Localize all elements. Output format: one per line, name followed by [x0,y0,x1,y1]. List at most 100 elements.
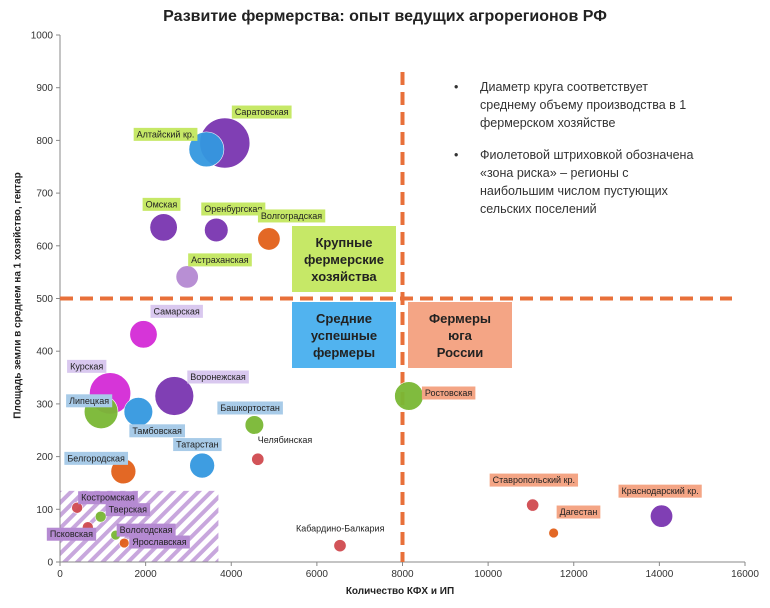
bubble-point [189,452,215,479]
zone-south-farmers: Фермеры юга России [408,302,512,368]
point-label-text: Ставропольский кр. [493,475,575,485]
point-label: Курская [67,359,107,373]
point-label: Оренбургская [201,202,266,216]
x-tick-label: 6000 [306,569,329,580]
point-label: Ставропольский кр. [489,473,579,487]
point-label-text: Омская [146,199,178,209]
point-label-bg [67,359,107,373]
point-label-text: Костромская [81,493,135,503]
bubble-point [149,213,178,242]
note-circle-size: Диаметр круга соответствует среднему объ… [452,78,702,132]
point-label-text: Татарстан [176,440,218,450]
point-label-text: Саратовская [235,107,289,117]
point-label-bg [46,527,97,541]
point-label-text: Воронежская [190,372,246,382]
point-label-bg [556,505,601,519]
y-tick-label: 800 [36,136,53,147]
zone-middle-farmers: Средние успешные фермеры [292,302,396,368]
point-label-bg [116,523,176,537]
bubble-point [154,376,194,416]
point-label-text: Краснодарский кр. [622,486,699,496]
bubble-point [94,510,107,523]
bubble-point [548,527,559,539]
y-tick-label: 0 [47,558,53,569]
point-label-bg [133,127,198,141]
y-tick-label: 700 [36,189,53,200]
point-label-text: Белгородская [67,453,125,463]
point-label-text: Тверская [109,505,147,515]
point-label-bg [64,451,129,465]
point-label-text: Алтайский кр. [137,129,195,139]
point-label: Белгородская [64,451,129,465]
bubble-point [333,539,347,553]
bubble-point [129,320,158,349]
point-label-bg [231,105,292,119]
bubble-point [526,498,540,512]
point-label: Омская [142,197,181,211]
point-label: Тверская [105,503,151,517]
point-label-text: Курская [70,361,103,371]
point-label-bg [201,202,266,216]
x-tick-label: 8000 [391,569,414,580]
point-label-text: Липецкая [69,396,109,406]
x-tick-label: 2000 [135,569,158,580]
point-label-text: Башкортостан [220,403,280,413]
point-label-text: Тамбовская [132,426,182,436]
point-label: Алтайский кр. [133,127,198,141]
point-label-text: Вологодская [120,525,173,535]
y-tick-label: 900 [36,83,53,94]
point-label: Костромская [78,491,138,505]
bubble-point [123,397,153,427]
point-label-bg [150,304,203,318]
point-label-text: Оренбургская [204,204,262,214]
point-label: Тамбовская [129,424,186,438]
chart-title: Развитие фермерства: опыт ведущих агроре… [163,8,607,25]
point-label-bg [489,473,579,487]
point-label: Воронежская [187,370,249,384]
point-label: Татарстан [173,438,222,452]
bubble-point [204,217,229,243]
point-label-text: Волгоградская [261,211,322,221]
zone-large-farms: Крупные фермерские хозяйства [292,226,396,292]
y-tick-label: 400 [36,347,53,358]
point-label-bg [188,253,252,267]
point-label-bg [217,401,283,415]
bubble-point [394,381,424,411]
point-label-bg [618,484,702,498]
point-label-text: Челябинская [258,435,313,445]
bubble-point [71,501,83,514]
point-label: Челябинская [254,433,316,447]
point-label-bg [78,491,138,505]
x-tick-label: 12000 [560,569,588,580]
bubble-point [119,537,130,549]
bubble-point [175,265,199,289]
bubble-point [257,227,281,251]
point-label-bg [187,370,249,384]
y-tick-label: 600 [36,241,53,252]
point-label-bg [129,535,190,549]
bubble-point [251,452,265,466]
point-label: Краснодарский кр. [618,484,702,498]
point-label: Ярославская [129,535,190,549]
point-label: Псковская [46,527,97,541]
point-label-text: Псковская [50,529,93,539]
point-label: Кабардино-Балкария [292,522,388,536]
point-label-text: Кабардино-Балкария [296,524,385,534]
y-tick-label: 1000 [31,31,54,42]
bubble-point [650,504,674,528]
point-label: Самарская [150,304,203,318]
point-label-bg [66,394,113,408]
point-label: Дагестан [556,505,601,519]
point-label-text: Астраханская [191,255,249,265]
point-label: Саратовская [231,105,292,119]
point-label-text: Ростовская [425,388,472,398]
point-label-text: Ярославская [132,537,187,547]
x-tick-label: 14000 [645,569,673,580]
point-label: Астраханская [188,253,252,267]
x-tick-label: 16000 [731,569,759,580]
point-label-bg [421,386,476,400]
x-tick-label: 0 [57,569,63,580]
point-label: Липецкая [66,394,113,408]
